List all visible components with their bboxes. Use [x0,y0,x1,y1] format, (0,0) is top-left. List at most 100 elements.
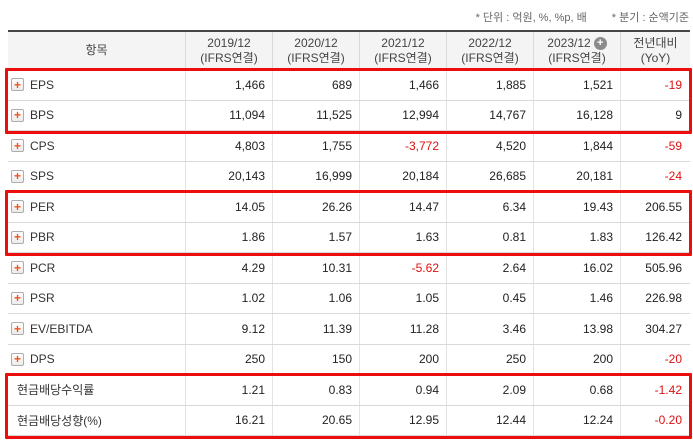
row-label-cell: + SPS [8,161,186,191]
yoy-value-cell: -20 [664,352,682,367]
expand-plus-icon[interactable]: + [11,169,24,183]
yoy-value-cell: -19 [664,77,682,92]
expand-plus-icon[interactable]: + [11,322,24,336]
row-label: 현금배당수익률 [17,383,95,398]
row-label-cell: + EPS [8,70,186,100]
expand-plus-icon[interactable]: + [11,261,24,275]
value-cell: 1,466 [360,70,447,100]
value-cell: 1,755 [273,131,360,161]
value-cell: 13.98 [534,314,621,344]
expand-plus-icon[interactable]: + [11,78,24,92]
value-cell: 200 [360,344,447,374]
value-cell: 20.65 [273,405,360,435]
value-cell: 4,803 [186,131,273,161]
value-cell: 16,999 [273,161,360,191]
expand-plus-icon[interactable]: + [11,230,24,244]
period-label: 2019/12 [207,35,251,50]
row-label-cell: + DPS [8,344,186,374]
unit-note: * 단위 : 억원, %, %p, 배 [475,12,587,24]
item-column-label: 항목 [85,43,108,57]
value-cell: 3.46 [447,314,534,344]
period-label: 2021/12 [381,35,425,50]
expand-plus-icon[interactable]: + [11,139,24,153]
yoy-value-cell: -24 [664,169,682,184]
table-row-psr: + PSR 1.02 1.06 1.05 0.45 1.46 226.98 [8,283,690,314]
value-cell: 11,094 [186,100,273,130]
period-label-line: 2021/12 [381,36,424,51]
add-column-icon[interactable]: + [593,36,607,50]
table-row-bps: + BPS 11,094 11,525 12,994 14,767 16,128 9 [8,100,690,131]
value-cell: 12,994 [360,100,447,130]
value-cell: 0.45 [447,283,534,313]
row-label: EPS [30,77,55,92]
row-label: PBR [30,230,55,245]
yoy-value-cell: -0.20 [654,413,682,428]
yoy-value-cell: 9 [675,108,682,123]
row-label: 현금배당성향(%) [17,413,102,428]
row-label: SPS [30,169,55,184]
row-label-cell: + PCR [8,253,186,283]
expand-plus-icon[interactable]: + [11,291,24,305]
yoy-value-cell: 304.27 [645,321,682,336]
table-row-pcr: + PCR 4.29 10.31 -5.62 2.64 16.02 505.96 [8,253,690,284]
column-header-2021-12: 2021/12 (IFRS연결) [360,32,447,69]
period-sub-label: (IFRS연결) [374,50,432,65]
value-cell: 16.21 [186,405,273,435]
period-label-line: 2019/12 [207,36,250,51]
value-cell: 12.95 [360,405,447,435]
row-label: PSR [30,291,55,306]
row-label-cell: 현금배당수익률 [8,375,186,405]
row-label: PCR [30,260,56,275]
table-row-11: 현금배당성향(%) 16.21 20.65 12.95 12.44 12.24 -0.20 [8,405,690,436]
value-cell: 150 [273,344,360,374]
value-cell: 1,885 [447,70,534,100]
value-cell: 11.39 [273,314,360,344]
table-row-pbr: + PBR 1.86 1.57 1.63 0.81 1.83 126.42 [8,222,690,253]
table-row-cps: + CPS 4,803 1,755 -3,772 4,520 1,844 -59 [8,131,690,162]
value-cell: 1.63 [360,222,447,252]
value-cell: -3,772 [360,131,447,161]
column-header-2023-12: 2023/12 + (IFRS연결) [534,32,621,69]
row-label-cell: + PSR [8,283,186,313]
value-cell: -5.62 [360,253,447,283]
value-cell: 1.46 [534,283,621,313]
table-row-sps: + SPS 20,143 16,999 20,184 26,685 20,181 -24 [8,161,690,192]
expand-plus-icon[interactable]: + [11,352,24,366]
value-cell: 250 [447,344,534,374]
row-label-cell: 현금배당성향(%) [8,405,186,435]
period-sub-label: (IFRS연결) [461,50,519,65]
value-cell: 14.47 [360,192,447,222]
value-cell: 689 [273,70,360,100]
value-cell: 20,181 [534,161,621,191]
value-cell: 16.02 [534,253,621,283]
basis-note: * 분기 : 순액기준 [611,12,689,24]
expand-plus-icon[interactable]: + [11,108,24,122]
yoy-value-cell: 206.55 [645,199,682,214]
table-legend: * 단위 : 억원, %, %p, 배 * 분기 : 순액기준 [476,9,689,25]
value-cell: 2.09 [447,375,534,405]
value-cell: 14,767 [447,100,534,130]
value-cell: 1.21 [186,375,273,405]
value-cell: 0.94 [360,375,447,405]
value-cell: 9.12 [186,314,273,344]
value-cell: 11,525 [273,100,360,130]
value-cell: 200 [534,344,621,374]
column-header-2019-12: 2019/12 (IFRS연결) [186,32,273,69]
value-cell: 0.83 [273,375,360,405]
period-label-line: 2023/12 + [547,36,607,51]
period-label-line: 2022/12 [468,36,511,51]
value-cell: 1.06 [273,283,360,313]
value-cell: 4.29 [186,253,273,283]
period-label-line: 2020/12 [294,36,337,51]
value-cell: 250 [186,344,273,374]
expand-plus-icon[interactable]: + [11,200,24,214]
row-label-cell: + PER [8,192,186,222]
column-header-item: 항목 [8,32,186,69]
period-sub-label: (IFRS연결) [548,50,606,65]
value-cell: 2.64 [447,253,534,283]
financial-ratio-table: 항목 2019/12 (IFRS연결) 2020/12 (IFRS연결) 2021/12… [5,30,692,439]
value-cell: 10.31 [273,253,360,283]
row-label-cell: + PBR [8,222,186,252]
value-cell: 1.02 [186,283,273,313]
